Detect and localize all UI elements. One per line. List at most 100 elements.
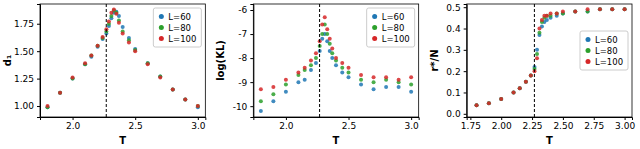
tick-label: 0.5 (446, 3, 460, 13)
point (537, 27, 541, 31)
tick-mark (37, 106, 40, 107)
point (512, 90, 516, 94)
point (314, 56, 318, 60)
tick: 0.5 (446, 3, 466, 13)
tick-mark (501, 117, 502, 120)
point (475, 103, 479, 107)
tick: 1.75 (461, 117, 481, 131)
point (529, 73, 533, 77)
point (146, 62, 150, 66)
point (573, 9, 577, 13)
tick: 2.0 (66, 117, 81, 131)
legend-box (153, 8, 201, 47)
tick: 0.3 (446, 45, 466, 55)
frame (40, 4, 205, 117)
point (529, 73, 533, 77)
tick: -10 (233, 102, 254, 112)
series (259, 22, 413, 103)
axis-line (250, 5, 254, 118)
tick-mark (411, 117, 412, 120)
tick-mark (198, 117, 199, 120)
point (309, 63, 313, 67)
tick-label: 2.0 (66, 121, 81, 131)
point (89, 54, 93, 58)
point (325, 27, 329, 31)
point (623, 7, 627, 11)
point (171, 88, 175, 92)
point (499, 97, 503, 101)
point (549, 12, 553, 16)
tick-label: 1.00 (14, 101, 34, 111)
series (475, 7, 627, 107)
tick-mark (37, 51, 40, 52)
point (397, 78, 401, 82)
point (320, 22, 324, 26)
tick-mark (250, 10, 253, 11)
tick-mark (135, 117, 136, 120)
tick-label: 0.3 (446, 45, 460, 55)
point (171, 88, 175, 92)
tick-label: -10 (233, 102, 248, 112)
panel: 2.02.53.01.001.251.501.75Td₁L=60L=80L=10… (2, 4, 206, 146)
legend-marker (159, 36, 164, 41)
point (518, 86, 522, 90)
legend-label: L=80 (595, 46, 618, 56)
point (271, 85, 275, 89)
legend-label: L=100 (168, 34, 196, 44)
tick: 1.25 (14, 74, 40, 84)
axis-line (37, 5, 41, 118)
point (328, 42, 332, 46)
point (71, 76, 75, 80)
point (314, 61, 318, 65)
tick: 2.75 (584, 117, 604, 131)
y-axis-title: d₁ (2, 55, 13, 67)
tick-mark (464, 92, 467, 93)
point (196, 104, 200, 108)
point (340, 66, 344, 70)
point (83, 61, 87, 65)
plot-area (475, 4, 627, 117)
tick: -6 (238, 5, 253, 15)
reference-line (319, 4, 320, 117)
tick: 0.4 (446, 24, 466, 34)
point (183, 97, 187, 101)
tick-label: 1.50 (14, 47, 34, 57)
tick: 2.25 (523, 117, 543, 131)
legend-marker (586, 37, 591, 42)
point (183, 97, 187, 101)
point (610, 7, 614, 11)
point (359, 83, 363, 87)
tick-mark (250, 58, 253, 59)
x-axis-title: T (119, 135, 126, 146)
tick-mark (464, 7, 467, 8)
point (58, 91, 62, 95)
point (475, 103, 479, 107)
tick-mark (625, 117, 626, 120)
y-axis-title: r*/N (429, 49, 440, 71)
tick: 2.00 (492, 117, 512, 131)
point (529, 73, 533, 77)
legend-label: L=80 (168, 23, 191, 33)
point (499, 97, 503, 101)
point (372, 80, 376, 84)
tick-label: 0.1 (446, 88, 460, 98)
point (610, 7, 614, 11)
legend-label: L=80 (382, 23, 405, 33)
point (598, 7, 602, 11)
axis-line (254, 118, 419, 121)
point (96, 44, 100, 48)
tick: 2.5 (342, 117, 356, 131)
tick-mark (464, 50, 467, 51)
point (610, 7, 614, 11)
point (545, 14, 549, 18)
point (535, 56, 539, 60)
tick-label: 2.75 (584, 121, 604, 131)
tick: 0.1 (446, 88, 466, 98)
point (259, 109, 263, 113)
tick-label: 1.75 (14, 19, 34, 29)
y-axis: -10-9-8-7-6 (233, 5, 254, 118)
legend-marker (586, 48, 591, 53)
legend: L=60L=80L=100 (367, 8, 415, 47)
tick-label: 2.0 (279, 121, 294, 131)
point (487, 101, 491, 105)
